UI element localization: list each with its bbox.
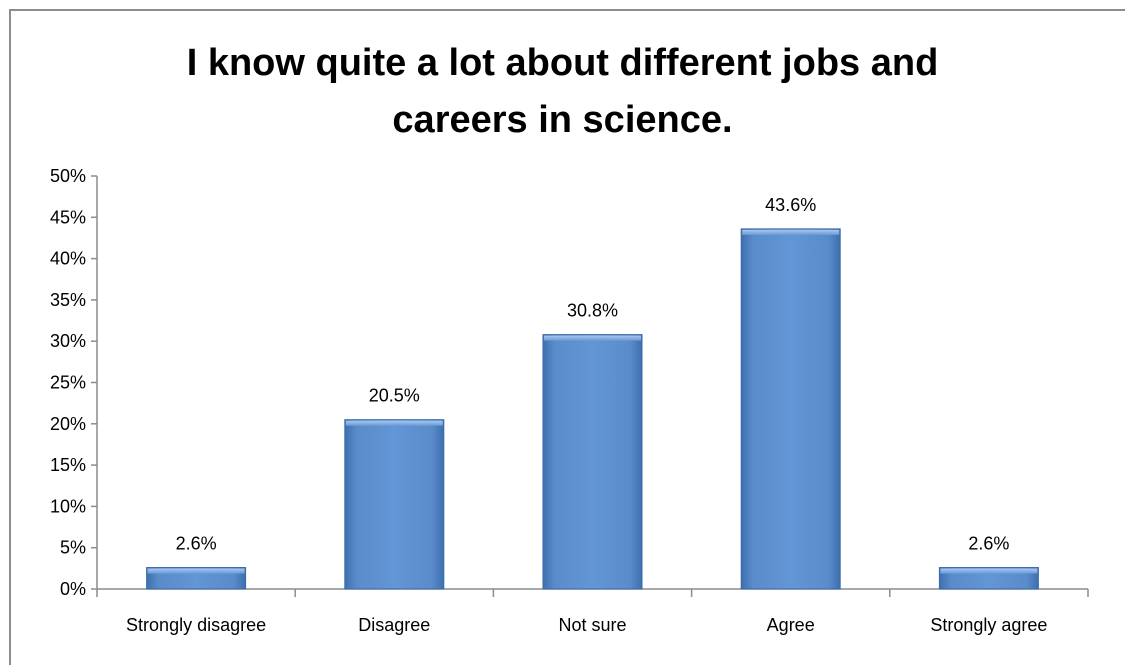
bar-value-label: 20.5% bbox=[369, 386, 420, 406]
bar bbox=[542, 334, 643, 590]
bar-cap bbox=[940, 568, 1038, 574]
y-tick-label: 50% bbox=[50, 166, 86, 186]
x-category-label: Strongly disagree bbox=[126, 615, 266, 635]
bar-body bbox=[740, 228, 841, 590]
bar-value-label: 43.6% bbox=[765, 195, 816, 215]
y-tick-label: 35% bbox=[50, 290, 86, 310]
bar bbox=[344, 419, 445, 590]
data-labels: 2.6% 20.5% 30.8% 43.6% 2.6% bbox=[176, 195, 1010, 554]
y-tick-label: 45% bbox=[50, 207, 86, 227]
bars bbox=[146, 228, 1039, 590]
y-tick-label: 30% bbox=[50, 331, 86, 351]
y-tick-label: 25% bbox=[50, 373, 86, 393]
y-tick-label: 15% bbox=[50, 455, 86, 475]
bar-cap bbox=[345, 420, 443, 426]
x-category-label: Not sure bbox=[558, 615, 626, 635]
chart-title-line-1: I know quite a lot about different jobs … bbox=[186, 42, 939, 84]
y-axis: 0% 5% 10% 15% 20% 25% 30% 35% 40% 45% 50% bbox=[50, 166, 98, 599]
y-tick-label: 20% bbox=[50, 414, 86, 434]
bar bbox=[146, 567, 247, 590]
bar-body bbox=[542, 334, 643, 590]
bar-value-label: 2.6% bbox=[176, 534, 217, 554]
y-tick-label: 40% bbox=[50, 249, 86, 269]
bar-cap bbox=[544, 335, 641, 341]
bar bbox=[740, 228, 841, 590]
x-axis: Strongly disagree Disagree Not sure Agree St… bbox=[96, 588, 1089, 635]
bar-value-label: 2.6% bbox=[968, 534, 1009, 554]
bar-cap bbox=[742, 229, 840, 235]
bar-cap bbox=[147, 568, 245, 574]
bar-body bbox=[344, 419, 445, 590]
x-category-label: Disagree bbox=[358, 615, 430, 635]
chart-title-line-2: careers in science. bbox=[392, 99, 733, 141]
y-tick-label: 10% bbox=[50, 496, 86, 516]
bar-value-label: 30.8% bbox=[567, 301, 618, 321]
y-tick-label: 0% bbox=[60, 579, 86, 599]
bar bbox=[938, 567, 1039, 590]
x-category-label: Agree bbox=[767, 615, 815, 635]
x-category-label: Strongly agree bbox=[930, 615, 1047, 635]
y-tick-label: 5% bbox=[60, 538, 86, 558]
